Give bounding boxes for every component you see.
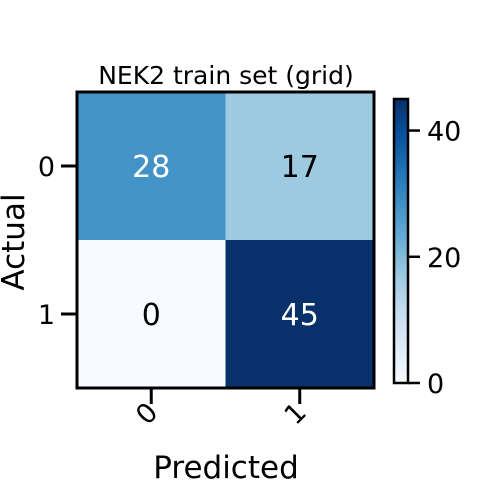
cell-label-1-1: 45 bbox=[281, 298, 319, 333]
cell-label-0-0: 28 bbox=[132, 150, 170, 185]
y-tick-label-0: 0 bbox=[38, 152, 55, 183]
cell-1-0 bbox=[77, 240, 226, 388]
colorbar-tick-label-2: 40 bbox=[427, 117, 461, 148]
y-axis-ticks: 01 bbox=[38, 152, 77, 331]
colorbar-tick-label-1: 20 bbox=[427, 243, 461, 274]
cell-0-0 bbox=[77, 92, 226, 240]
cell-1-1 bbox=[225, 240, 374, 388]
heatmap-cells: 28 17 0 45 bbox=[77, 92, 374, 388]
chart-title: NEK2 train set (grid) bbox=[98, 61, 354, 90]
colorbar-ticks: 0 20 40 bbox=[408, 117, 461, 400]
y-axis-label: Actual bbox=[0, 193, 32, 290]
cell-0-1 bbox=[225, 92, 374, 240]
cell-label-0-1: 17 bbox=[281, 150, 319, 185]
x-tick-label-1: 1 bbox=[279, 397, 313, 431]
colorbar-gradient bbox=[392, 97, 410, 385]
colorbar-tick-label-0: 0 bbox=[427, 369, 444, 400]
x-tick-label-0: 0 bbox=[130, 397, 164, 431]
colorbar: 0 20 40 bbox=[392, 97, 461, 400]
plot-frame bbox=[75, 90, 376, 390]
x-axis-label: Predicted bbox=[153, 450, 299, 486]
cell-label-1-0: 0 bbox=[142, 298, 161, 333]
y-tick-label-1: 1 bbox=[38, 300, 55, 331]
